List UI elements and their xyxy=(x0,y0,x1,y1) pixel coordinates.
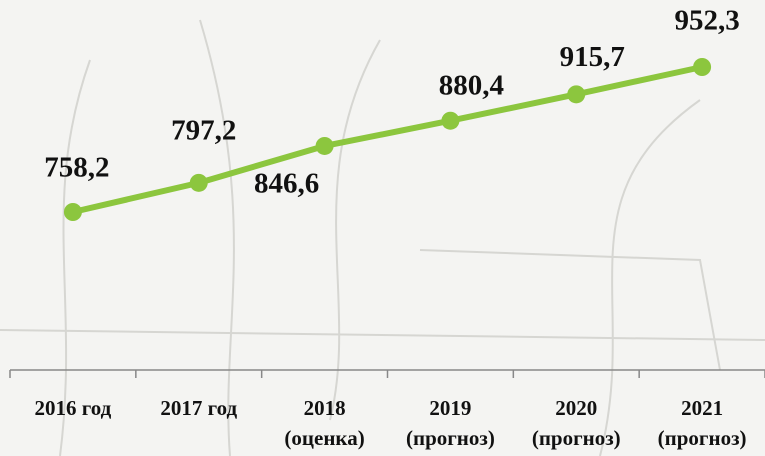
value-label: 880,4 xyxy=(439,69,504,101)
x-tick-label: 2018 (оценка) xyxy=(262,393,388,453)
line xyxy=(73,67,702,212)
value-label: 758,2 xyxy=(44,152,109,184)
value-label: 915,7 xyxy=(560,41,625,73)
x-tick-label: 2021 (прогноз) xyxy=(639,393,765,453)
point xyxy=(441,112,459,130)
value-label: 952,3 xyxy=(674,5,739,37)
value-label: 846,6 xyxy=(254,168,319,200)
x-tick-label: 2019 (прогноз) xyxy=(387,393,513,453)
point xyxy=(64,203,82,221)
point xyxy=(190,174,208,192)
value-label: 797,2 xyxy=(171,115,236,147)
background-sketch xyxy=(0,20,765,456)
point xyxy=(567,85,585,103)
x-tick-label: 2016 год xyxy=(10,393,136,423)
point xyxy=(693,58,711,76)
chart: 758,2 797,2 846,6 880,4 915,7 952,3 xyxy=(0,0,765,456)
x-tick-label: 2017 год xyxy=(136,393,262,423)
page: 758,2797,2846,6880,4915,7952,3 (() => { … xyxy=(0,0,765,456)
point xyxy=(316,137,334,155)
x-tick-label: 2020 (прогноз) xyxy=(513,393,639,453)
